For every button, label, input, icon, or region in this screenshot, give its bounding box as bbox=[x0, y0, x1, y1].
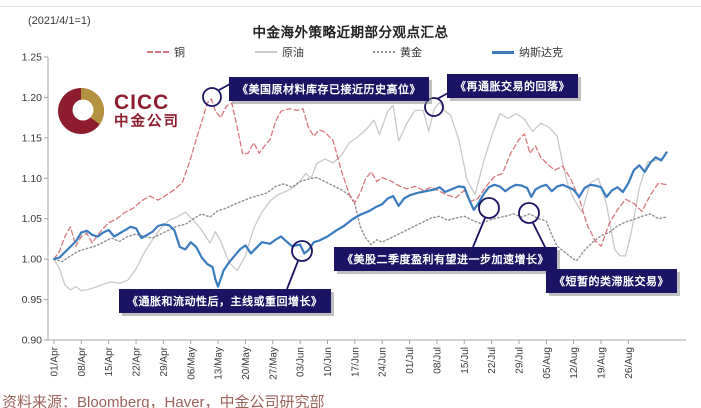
cicc-logo: CICC 中金公司 bbox=[57, 87, 180, 135]
svg-text:26/Aug: 26/Aug bbox=[624, 347, 635, 379]
annotation-box-stagflation-trade: 《短暂的类滞胀交易》 bbox=[546, 269, 677, 293]
svg-text:15/Jul: 15/Jul bbox=[460, 347, 471, 374]
svg-text:10/Jun: 10/Jun bbox=[323, 347, 334, 377]
svg-text:19/Aug: 19/Aug bbox=[597, 347, 608, 379]
svg-text:01/Apr: 01/Apr bbox=[50, 346, 61, 376]
svg-text:12/Aug: 12/Aug bbox=[569, 347, 580, 379]
svg-text:20/May: 20/May bbox=[241, 347, 252, 380]
chart-title: 中金海外策略近期部分观点汇总 bbox=[252, 25, 449, 40]
svg-text:17/Jun: 17/Jun bbox=[350, 347, 361, 377]
svg-text:1.00: 1.00 bbox=[22, 254, 43, 266]
top-divider bbox=[0, 6, 701, 7]
cicc-logo-cn: 中金公司 bbox=[114, 113, 180, 130]
svg-text:29/Jul: 29/Jul bbox=[514, 347, 525, 374]
cicc-logo-en: CICC bbox=[114, 90, 170, 114]
annotation-box-raw-materials: 《美国原材料库存已接近历史高位》 bbox=[229, 77, 429, 101]
annotation-box-q2-earnings: 《美股二季度盈利有望进一步加速增长》 bbox=[334, 247, 557, 271]
copper-line-marker-icon bbox=[147, 51, 169, 53]
normalization-note: (2021/4/1=1) bbox=[28, 15, 91, 27]
svg-text:1.15: 1.15 bbox=[22, 132, 43, 144]
svg-text:22/Apr: 22/Apr bbox=[132, 346, 143, 376]
svg-text:13/May: 13/May bbox=[214, 347, 225, 380]
svg-text:24/Jun: 24/Jun bbox=[378, 347, 389, 377]
svg-text:27/May: 27/May bbox=[268, 347, 279, 380]
svg-text:08/Apr: 08/Apr bbox=[77, 346, 88, 376]
legend-label: 纳斯达克 bbox=[519, 47, 563, 59]
legend-item-oil: 原油 bbox=[255, 46, 304, 59]
svg-text:06/May: 06/May bbox=[186, 347, 197, 380]
svg-text:1.20: 1.20 bbox=[22, 92, 43, 104]
legend-label: 黄金 bbox=[400, 47, 422, 59]
svg-text:1.05: 1.05 bbox=[22, 213, 43, 225]
svg-text:15/Apr: 15/Apr bbox=[104, 346, 115, 376]
svg-text:29/Apr: 29/Apr bbox=[159, 346, 170, 376]
svg-text:03/Jun: 03/Jun bbox=[296, 347, 307, 377]
gold-line-marker-icon bbox=[373, 51, 395, 53]
annotation-box-reflation-pullback: 《再通胀交易的回落》 bbox=[447, 74, 578, 98]
svg-text:1.10: 1.10 bbox=[22, 173, 43, 185]
legend-item-copper: 铜 bbox=[147, 46, 185, 59]
legend-label: 原油 bbox=[282, 47, 304, 59]
svg-text:1.25: 1.25 bbox=[22, 52, 43, 64]
nasdaq-line-marker-icon bbox=[492, 50, 514, 54]
legend-label: 铜 bbox=[174, 47, 185, 59]
legend-item-nasdaq: 纳斯达克 bbox=[492, 46, 563, 59]
annotation-box-back-to-growth: 《通胀和流动性后，主线或重回增长》 bbox=[119, 289, 331, 313]
oil-line-marker-icon bbox=[255, 51, 277, 53]
legend-item-gold: 黄金 bbox=[373, 46, 422, 59]
svg-text:0.95: 0.95 bbox=[22, 294, 43, 306]
svg-text:08/Jul: 08/Jul bbox=[432, 347, 443, 374]
svg-text:05/Aug: 05/Aug bbox=[542, 347, 553, 379]
svg-text:0.90: 0.90 bbox=[22, 335, 43, 347]
source-note: 资料来源：Bloomberg，Haver，中金公司研究部 bbox=[2, 394, 325, 408]
svg-text:01/Jul: 01/Jul bbox=[405, 347, 416, 374]
svg-text:22/Jul: 22/Jul bbox=[487, 347, 498, 374]
cicc-logo-icon bbox=[58, 88, 104, 134]
